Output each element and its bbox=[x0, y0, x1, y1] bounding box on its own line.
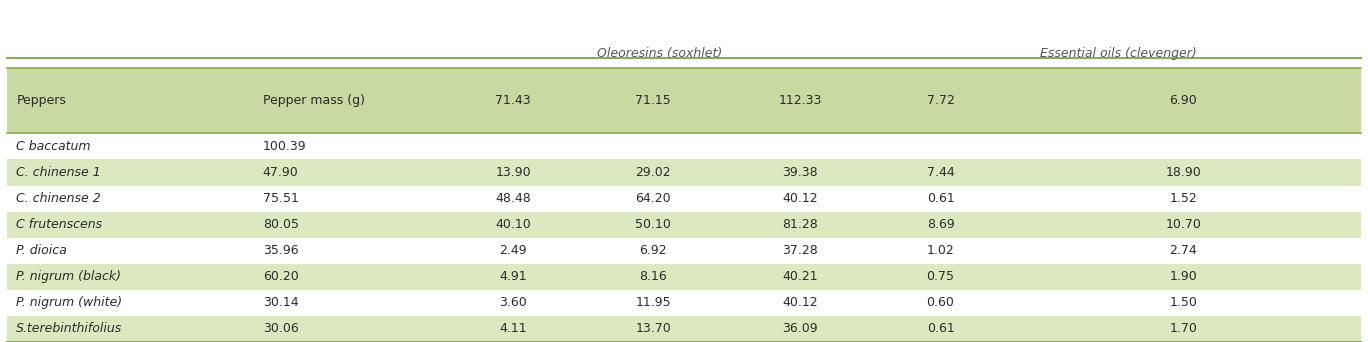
Text: 1.90: 1.90 bbox=[1170, 270, 1197, 283]
Text: Essential oils (clevenger): Essential oils (clevenger) bbox=[1040, 47, 1197, 60]
Text: 1.50: 1.50 bbox=[1170, 297, 1197, 310]
Text: 1.70: 1.70 bbox=[1170, 323, 1197, 336]
Text: 40.12: 40.12 bbox=[782, 297, 818, 310]
Text: 35.96: 35.96 bbox=[263, 244, 298, 257]
Text: 37.28: 37.28 bbox=[782, 244, 818, 257]
Text: C baccatum: C baccatum bbox=[16, 140, 90, 153]
Text: 0.75: 0.75 bbox=[926, 270, 955, 283]
Text: 40.10: 40.10 bbox=[495, 218, 531, 231]
Bar bbox=[7, 264, 1361, 290]
Text: 71.15: 71.15 bbox=[635, 94, 672, 107]
Text: 39.38: 39.38 bbox=[782, 166, 818, 179]
Text: 7.44: 7.44 bbox=[926, 166, 955, 179]
Text: 2.74: 2.74 bbox=[1170, 244, 1197, 257]
Text: 40.21: 40.21 bbox=[782, 270, 818, 283]
Text: C. chinense 2: C. chinense 2 bbox=[16, 192, 101, 205]
Text: 29.02: 29.02 bbox=[635, 166, 672, 179]
Text: 71.43: 71.43 bbox=[495, 94, 531, 107]
Bar bbox=[7, 212, 1361, 238]
Bar bbox=[7, 68, 1361, 133]
Text: 10.70: 10.70 bbox=[1166, 218, 1201, 231]
Text: 100.39: 100.39 bbox=[263, 140, 306, 153]
Text: 50.10: 50.10 bbox=[635, 218, 672, 231]
Text: 30.14: 30.14 bbox=[263, 297, 298, 310]
Text: 3.60: 3.60 bbox=[499, 297, 527, 310]
Bar bbox=[7, 159, 1361, 186]
Text: 6.90: 6.90 bbox=[1170, 94, 1197, 107]
Text: 81.28: 81.28 bbox=[782, 218, 818, 231]
Text: 8.69: 8.69 bbox=[926, 218, 955, 231]
Text: 60.20: 60.20 bbox=[263, 270, 298, 283]
Text: 11.95: 11.95 bbox=[635, 297, 672, 310]
Text: 4.91: 4.91 bbox=[499, 270, 527, 283]
Text: 75.51: 75.51 bbox=[263, 192, 298, 205]
Text: Oleoresins (soxhlet): Oleoresins (soxhlet) bbox=[598, 47, 722, 60]
Text: 48.48: 48.48 bbox=[495, 192, 531, 205]
Text: C frutenscens: C frutenscens bbox=[16, 218, 103, 231]
Text: 0.61: 0.61 bbox=[926, 192, 955, 205]
Text: 80.05: 80.05 bbox=[263, 218, 298, 231]
Text: 36.09: 36.09 bbox=[782, 323, 818, 336]
Bar bbox=[7, 316, 1361, 342]
Bar bbox=[7, 290, 1361, 316]
Text: 4.11: 4.11 bbox=[499, 323, 527, 336]
Text: 64.20: 64.20 bbox=[635, 192, 672, 205]
Text: 112.33: 112.33 bbox=[778, 94, 822, 107]
Text: 0.60: 0.60 bbox=[926, 297, 955, 310]
Text: 6.92: 6.92 bbox=[639, 244, 668, 257]
Text: C. chinense 1: C. chinense 1 bbox=[16, 166, 101, 179]
Text: 0.61: 0.61 bbox=[926, 323, 955, 336]
Text: 7.72: 7.72 bbox=[926, 94, 955, 107]
Bar bbox=[7, 185, 1361, 212]
Text: 18.90: 18.90 bbox=[1166, 166, 1201, 179]
Text: P. nigrum (white): P. nigrum (white) bbox=[16, 297, 123, 310]
Bar bbox=[7, 238, 1361, 264]
Text: P. dioica: P. dioica bbox=[16, 244, 67, 257]
Text: 13.90: 13.90 bbox=[495, 166, 531, 179]
Text: 13.70: 13.70 bbox=[635, 323, 672, 336]
Text: 47.90: 47.90 bbox=[263, 166, 298, 179]
Text: 1.52: 1.52 bbox=[1170, 192, 1197, 205]
Text: Peppers: Peppers bbox=[16, 94, 66, 107]
Text: 30.06: 30.06 bbox=[263, 323, 298, 336]
Text: Pepper mass (g): Pepper mass (g) bbox=[263, 94, 365, 107]
Bar bbox=[7, 0, 1361, 68]
Text: 1.02: 1.02 bbox=[926, 244, 955, 257]
Text: 40.12: 40.12 bbox=[782, 192, 818, 205]
Text: P. nigrum (black): P. nigrum (black) bbox=[16, 270, 122, 283]
Text: 8.16: 8.16 bbox=[639, 270, 668, 283]
Text: S.terebinthifolius: S.terebinthifolius bbox=[16, 323, 123, 336]
Bar bbox=[7, 133, 1361, 159]
Text: 2.49: 2.49 bbox=[499, 244, 527, 257]
